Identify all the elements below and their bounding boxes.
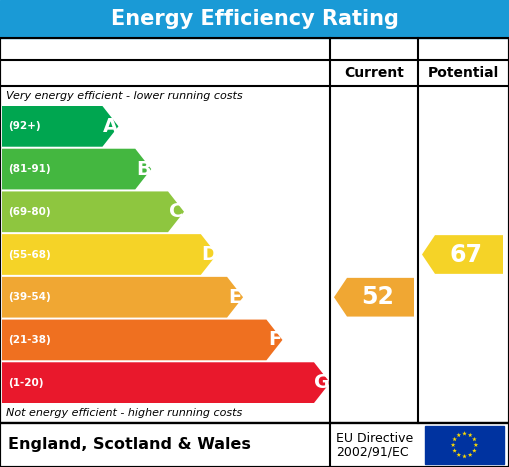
Polygon shape bbox=[2, 319, 282, 360]
Polygon shape bbox=[453, 448, 457, 453]
Polygon shape bbox=[472, 448, 477, 453]
Text: B: B bbox=[136, 160, 151, 178]
Text: 2002/91/EC: 2002/91/EC bbox=[336, 446, 409, 459]
Polygon shape bbox=[2, 149, 151, 190]
Polygon shape bbox=[334, 278, 414, 317]
Polygon shape bbox=[422, 235, 503, 274]
Polygon shape bbox=[468, 453, 472, 457]
Text: D: D bbox=[201, 245, 217, 264]
Polygon shape bbox=[2, 234, 217, 275]
Text: F: F bbox=[268, 331, 281, 349]
Polygon shape bbox=[457, 432, 461, 437]
Polygon shape bbox=[451, 443, 456, 447]
Text: EU Directive: EU Directive bbox=[336, 432, 413, 445]
Text: (69-80): (69-80) bbox=[8, 207, 50, 217]
Bar bbox=[0, 38, 509, 423]
Text: (92+): (92+) bbox=[8, 121, 41, 131]
Text: A: A bbox=[103, 117, 118, 136]
Polygon shape bbox=[2, 106, 119, 147]
Text: (81-91): (81-91) bbox=[8, 164, 50, 174]
Text: G: G bbox=[314, 373, 330, 392]
Text: Energy Efficiency Rating: Energy Efficiency Rating bbox=[110, 9, 399, 29]
Text: 52: 52 bbox=[361, 285, 393, 309]
Polygon shape bbox=[453, 437, 457, 441]
Polygon shape bbox=[2, 362, 330, 403]
Polygon shape bbox=[462, 431, 467, 436]
Text: Potential: Potential bbox=[428, 66, 499, 80]
Text: C: C bbox=[169, 202, 183, 221]
Text: (1-20): (1-20) bbox=[8, 378, 43, 388]
Text: Current: Current bbox=[344, 66, 404, 80]
Text: 67: 67 bbox=[449, 242, 482, 267]
Polygon shape bbox=[473, 443, 478, 447]
Polygon shape bbox=[462, 454, 467, 459]
Text: E: E bbox=[229, 288, 242, 307]
Text: (39-54): (39-54) bbox=[8, 292, 51, 302]
Bar bbox=[425, 426, 504, 464]
Polygon shape bbox=[472, 437, 477, 441]
Text: Very energy efficient - lower running costs: Very energy efficient - lower running co… bbox=[6, 91, 243, 101]
Bar bbox=[0, 0, 509, 38]
Polygon shape bbox=[457, 453, 461, 457]
Bar bbox=[0, 423, 509, 467]
Text: (55-68): (55-68) bbox=[8, 249, 51, 260]
Text: Not energy efficient - higher running costs: Not energy efficient - higher running co… bbox=[6, 408, 242, 418]
Bar bbox=[0, 423, 509, 467]
Polygon shape bbox=[2, 277, 243, 318]
Text: England, Scotland & Wales: England, Scotland & Wales bbox=[8, 438, 251, 453]
Bar bbox=[0, 38, 509, 423]
Polygon shape bbox=[2, 191, 184, 232]
Text: (21-38): (21-38) bbox=[8, 335, 51, 345]
Polygon shape bbox=[468, 432, 472, 437]
